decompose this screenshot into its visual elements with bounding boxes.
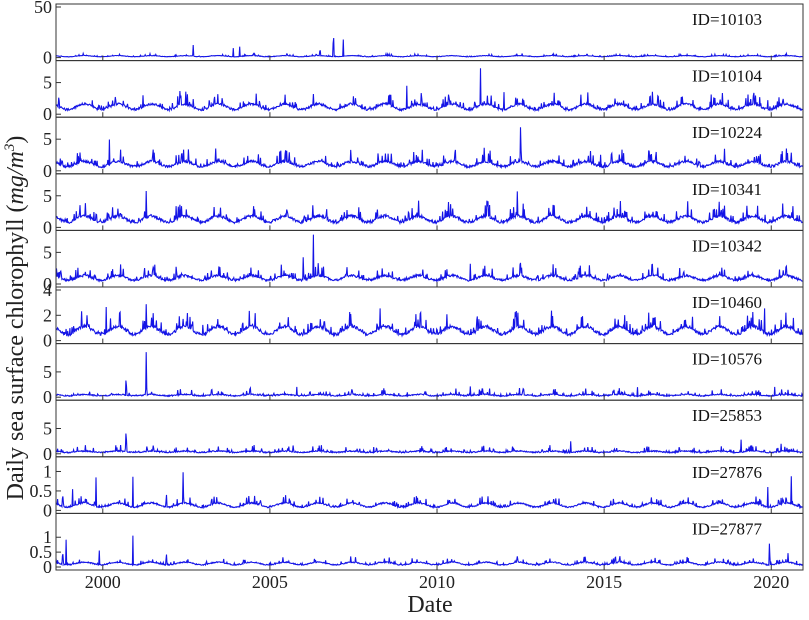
panel-id-label: ID=27877 [692,519,763,538]
y-tick-label: 5 [43,362,52,382]
series-line-10224 [55,127,804,170]
y-tick-label: 0 [43,557,52,577]
panel-id-label: ID=10342 [692,236,762,255]
panel-id-label: ID=10341 [692,180,762,199]
panel-3: 0 5 ID=10224 [43,116,804,181]
panel-5: 0 5 ID=10342 [43,229,804,294]
panel-9: 00.51 ID=27876 [30,456,804,520]
panel-id-label: ID=10460 [692,293,762,312]
y-tick-label: 2 [43,305,52,325]
panel-frame [55,3,804,62]
y-tick-label: 50 [34,0,52,17]
series-line-25853 [55,433,804,455]
series-line-10460 [55,304,804,338]
series-line-27877 [55,535,804,567]
y-tick-label: 0 [43,104,52,124]
panel-2: 0 5 ID=10104 [43,60,804,124]
series-line-10103 [55,37,804,58]
y-tick-label: 0 [43,500,52,520]
panel-frame [55,343,804,401]
panel-6: 0 2 4 ID=10460 [43,280,804,351]
series-line-27876 [55,472,804,510]
y-tick-label: 1 [43,527,52,547]
y-tick-label: 0 [43,274,52,294]
panel-id-label: ID=10104 [692,67,763,86]
series-line-10576 [55,352,804,398]
panel-7: 0 5 ID=10576 [43,343,804,407]
panel-8: 0 5 ID=25853 [43,399,804,464]
x-tick-label: 2010 [419,572,455,592]
y-tick-label: 1 [43,461,52,481]
panel-id-label: ID=10576 [692,350,762,369]
x-axis: 2000 2005 2010 2015 2020 [85,572,789,592]
panel-id-label: ID=10103 [692,10,762,29]
y-tick-label: 4 [43,280,52,300]
panel-frame [55,512,804,571]
y-axis-label-exponent: 3 [2,144,18,153]
panel-10: 00.51 ID=27877 [30,512,804,577]
y-axis-label: Daily sea surface chlorophyll (mg/m3) [2,136,29,501]
panel-id-label: ID=10224 [692,123,763,142]
y-tick-label: 0.5 [30,542,53,562]
panel-4: 0 5 ID=10341 [43,173,804,237]
series-line-10341 [55,190,804,226]
y-tick-label: 0 [43,331,52,351]
series-line-10342 [55,234,804,283]
y-tick-label: 0.5 [30,481,53,501]
y-tick-label: 5 [43,129,52,149]
y-tick-label: 5 [43,419,52,439]
y-axis-label-prefix: Daily sea surface chlorophyll ( [3,204,29,500]
x-axis-label: Date [407,592,452,618]
y-tick-label: 0 [43,217,52,237]
x-tick-label: 2015 [586,572,622,592]
x-tick-label: 2020 [753,572,789,592]
y-tick-label: 5 [43,73,52,93]
panel-frame [55,399,804,458]
y-axis-label-suffix: ) [3,136,29,144]
y-tick-label: 5 [43,186,52,206]
panel-id-label: ID=27876 [692,463,762,482]
x-tick-label: 2000 [85,572,121,592]
panel-id-label: ID=25853 [692,406,762,425]
y-tick-label: 0 [43,161,52,181]
series-line-10104 [55,68,804,113]
panel-frame [55,456,804,514]
y-tick-label: 5 [43,242,52,262]
y-tick-label: 0 [43,444,52,464]
y-tick-label: 0 [43,387,52,407]
panel-1: 0 50 ID=10103 [34,0,804,68]
y-tick-label: 0 [43,48,52,68]
y-axis-label-unit: mg/m [3,151,29,204]
x-tick-label: 2005 [252,572,288,592]
